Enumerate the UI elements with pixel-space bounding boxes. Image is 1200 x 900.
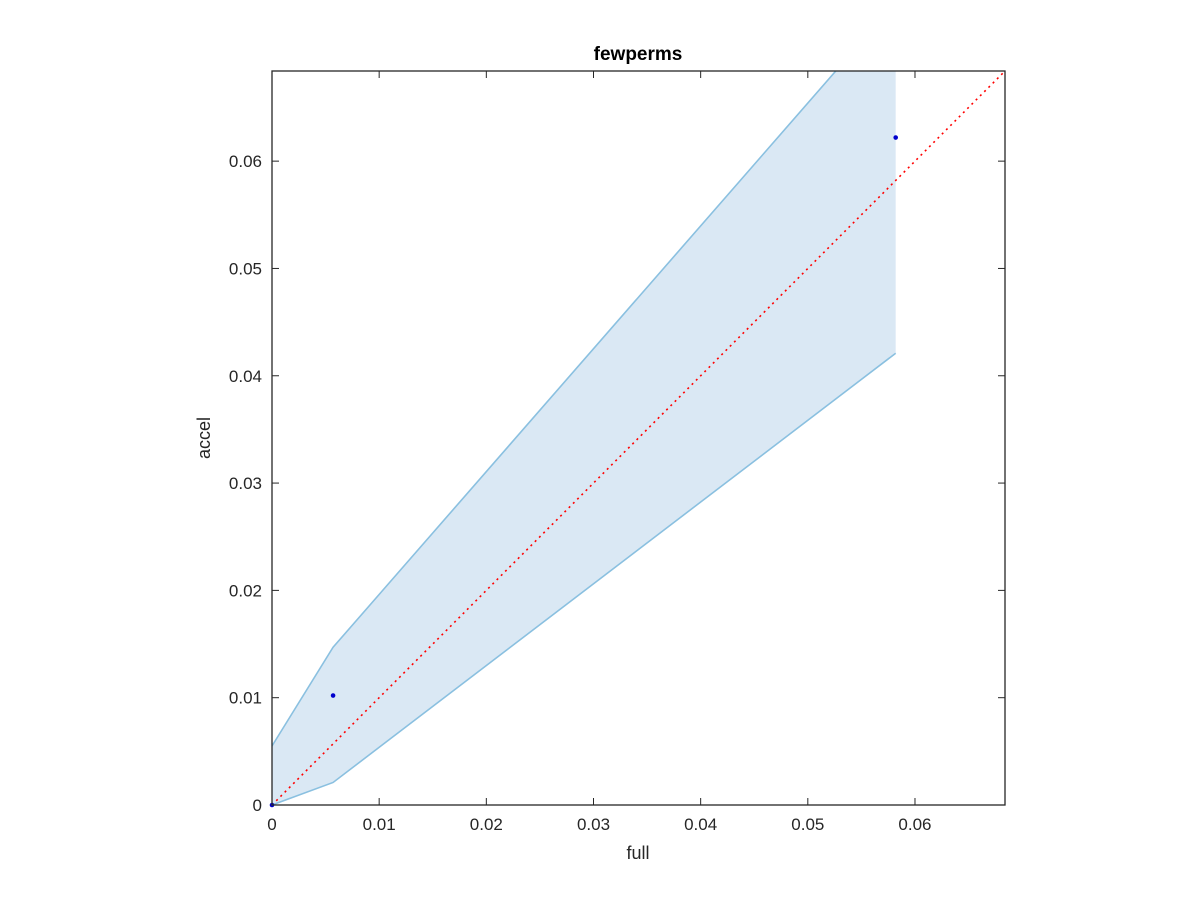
y-tick-label: 0 xyxy=(253,796,262,815)
x-tick-label: 0.03 xyxy=(577,815,610,834)
band-lower-edge xyxy=(272,352,897,805)
x-tick-label: 0.06 xyxy=(898,815,931,834)
x-tick-label: 0.04 xyxy=(684,815,717,834)
confidence-band xyxy=(272,71,896,805)
data-point xyxy=(330,693,336,698)
y-tick-label: 0.03 xyxy=(229,474,262,493)
band-upper-edge xyxy=(272,71,837,747)
data-point xyxy=(893,135,898,140)
axes-box xyxy=(271,70,1006,806)
y-tick-label: 0.04 xyxy=(229,367,262,386)
y-tick-label: 0.05 xyxy=(229,259,262,278)
y-tick-label: 0.06 xyxy=(229,152,262,171)
x-tick-label: 0.02 xyxy=(470,815,503,834)
reference-line xyxy=(272,71,1005,805)
x-tick-label: 0.01 xyxy=(363,815,396,834)
y-tick-label: 0.02 xyxy=(229,581,262,600)
y-tick-label: 0.01 xyxy=(229,689,262,708)
y-axis-label: accel xyxy=(194,417,214,459)
x-tick-label: 0.05 xyxy=(791,815,824,834)
x-axis-label: full xyxy=(626,843,649,863)
chart-title: fewperms xyxy=(594,44,683,65)
x-tick-label: 0 xyxy=(267,815,276,834)
